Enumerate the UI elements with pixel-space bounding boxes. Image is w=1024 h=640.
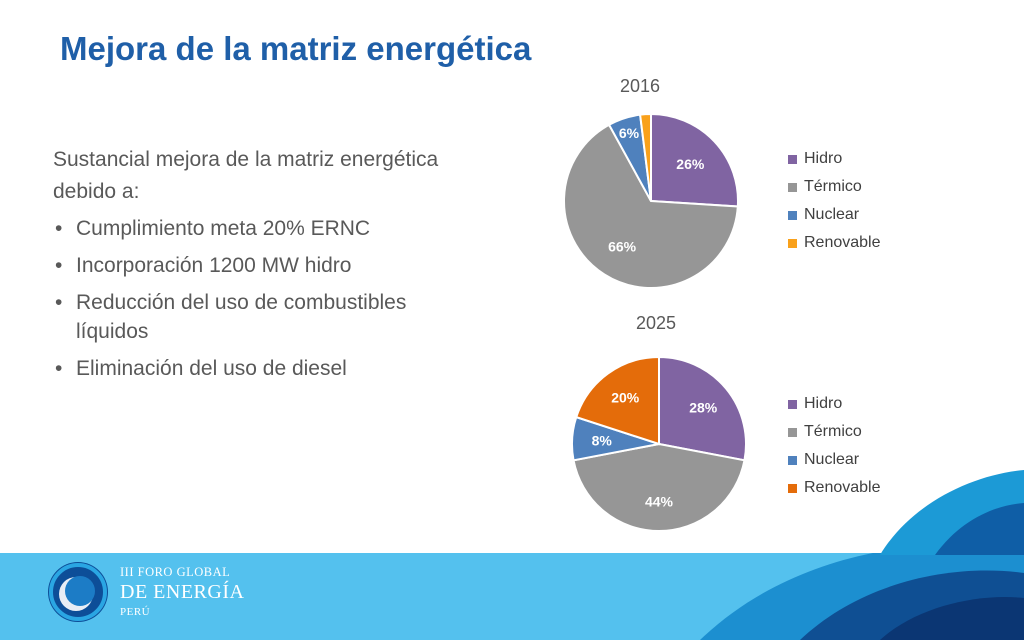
legend-swatch <box>788 238 797 248</box>
legend-label: Hidro <box>804 150 843 167</box>
legend-swatch <box>788 182 797 192</box>
legend-item-nuclear: Nuclear <box>788 201 881 229</box>
chart-title-2016: 2016 <box>619 76 661 96</box>
legend-label: Hidro <box>804 395 843 412</box>
foro-logo-icon <box>48 562 108 622</box>
legend-swatch <box>788 427 797 437</box>
legend-swatch <box>788 455 797 465</box>
slide-title: Mejora de la matriz energética <box>60 30 532 67</box>
pie-data-label: 44% <box>645 493 674 509</box>
legend-2016: Hidro Térmico Nuclear Renovable <box>788 145 881 257</box>
bullet-item: Reducción del uso de combustibles líquid… <box>53 288 463 346</box>
chart-title-2025: 2025 <box>635 313 677 333</box>
legend-label: Renovable <box>804 234 881 251</box>
legend-label: Térmico <box>804 423 862 440</box>
foro-line-2: DE ENERGÍA <box>120 581 245 603</box>
intro-text: Sustancial mejora de la matriz energétic… <box>53 148 439 203</box>
legend-swatch <box>788 154 797 164</box>
pie-data-label: 6% <box>619 125 640 141</box>
legend-item-renovable: Renovable <box>788 229 881 257</box>
foro-logo-text: III FORO GLOBAL DE ENERGÍA PERÚ <box>120 565 244 618</box>
legend-label: Renovable <box>804 479 881 496</box>
pie-data-label: 26% <box>676 156 705 172</box>
bullet-item: Eliminación del uso de diesel <box>53 354 463 383</box>
pie-slice-renovable <box>638 112 652 202</box>
pie-chart-2025: 28% 44% 8% 20% <box>571 355 747 532</box>
footer-background <box>0 553 1024 640</box>
pie-data-label: 66% <box>608 239 637 255</box>
foro-line-1: III FORO GLOBAL <box>120 565 231 579</box>
bullet-list: Cumplimiento meta 20% ERNC Incorporación… <box>53 214 463 391</box>
footer-band <box>0 553 1024 640</box>
foro-line-3: PERÚ <box>120 606 151 618</box>
legend-item-térmico: Térmico <box>788 173 881 201</box>
legend-item-hidro: Hidro <box>788 390 881 418</box>
pie-data-label: 28% <box>689 399 718 415</box>
corner-swoosh-top <box>880 470 1024 555</box>
pie-data-label: 8% <box>592 432 613 448</box>
legend-item-térmico: Térmico <box>788 418 881 446</box>
bullet-item: Incorporación 1200 MW hidro <box>53 251 463 280</box>
legend-item-hidro: Hidro <box>788 145 881 173</box>
legend-label: Nuclear <box>804 451 860 468</box>
pie-data-label: 20% <box>611 390 640 406</box>
pie-slice-renovable <box>574 355 660 446</box>
legend-swatch <box>788 399 797 409</box>
pie-slice-hidro <box>650 112 739 208</box>
pie-chart-2016: 26% 66% 6% <box>563 112 739 289</box>
legend-label: Nuclear <box>804 206 860 223</box>
legend-item-renovable: Renovable <box>788 474 881 502</box>
legend-swatch <box>788 483 797 493</box>
legend-swatch <box>788 210 797 220</box>
legend-2025: Hidro Térmico Nuclear Renovable <box>788 390 881 502</box>
legend-label: Térmico <box>804 178 862 195</box>
pie-slice-hidro <box>658 355 747 462</box>
pie-slice-térmico <box>563 123 739 289</box>
legend-item-nuclear: Nuclear <box>788 446 881 474</box>
pie-slice-térmico <box>572 442 746 532</box>
bullet-item: Cumplimiento meta 20% ERNC <box>53 214 463 243</box>
